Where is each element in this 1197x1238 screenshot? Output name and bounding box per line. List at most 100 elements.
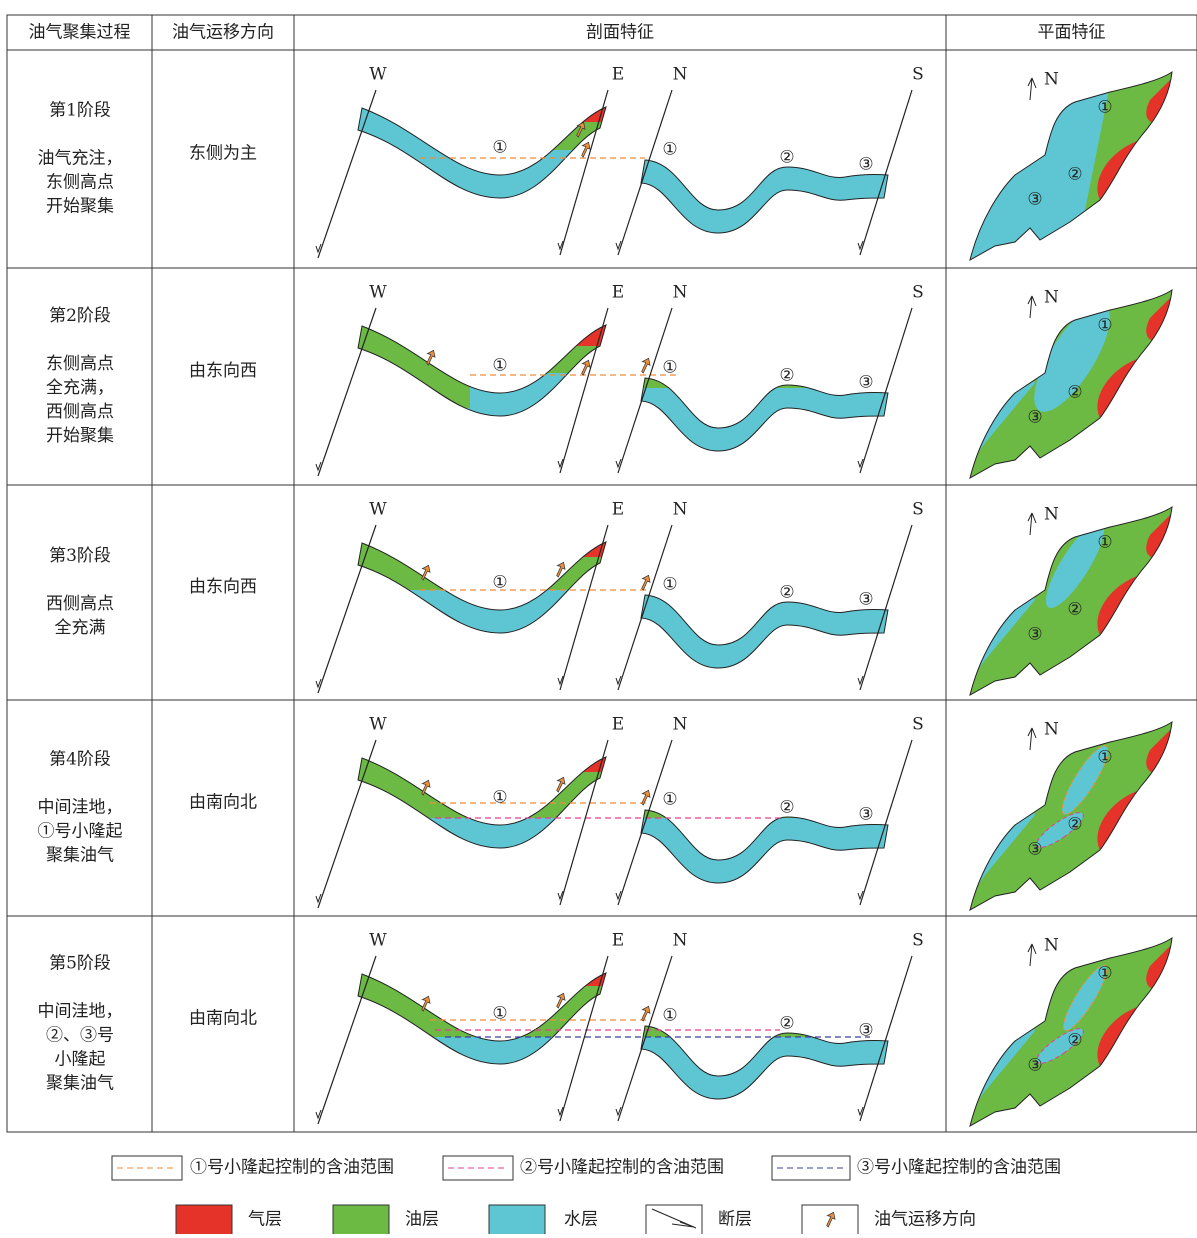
direction-label: W xyxy=(369,715,387,735)
direction-label: W xyxy=(369,283,387,303)
fault xyxy=(318,956,376,1124)
plan-marker: ② xyxy=(1067,383,1082,403)
marker: ② xyxy=(779,366,794,386)
gas-layer xyxy=(560,700,640,772)
direction-label: S xyxy=(912,500,924,520)
stage-desc: 开始聚集 xyxy=(46,197,114,217)
fault xyxy=(318,525,376,693)
gas-layer xyxy=(560,485,640,557)
direction-label: S xyxy=(912,931,924,951)
marker: ③ xyxy=(858,373,873,393)
marker: ③ xyxy=(858,805,873,825)
legend-swatch xyxy=(333,1205,389,1234)
stage-title: 第3阶段 xyxy=(49,546,111,566)
stage-title: 第4阶段 xyxy=(49,750,111,770)
marker: ② xyxy=(779,148,794,168)
water-layer xyxy=(641,595,888,668)
water-layer xyxy=(641,810,888,883)
plan-marker: ① xyxy=(1097,964,1112,984)
plan-base xyxy=(960,495,1190,695)
marker: ① xyxy=(662,140,677,160)
direction: 由东向西 xyxy=(189,577,257,597)
plan-marker: ② xyxy=(1067,165,1082,185)
legend-label: ③号小隆起控制的含油范围 xyxy=(857,1158,1061,1178)
marker: ① xyxy=(492,138,507,158)
direction-label: W xyxy=(369,65,387,85)
stage-desc: ①号小隆起 xyxy=(38,822,123,842)
plan-fill xyxy=(960,926,1190,1126)
direction-label: N xyxy=(673,65,688,85)
water-layer xyxy=(641,378,888,451)
plan-marker: ① xyxy=(1097,533,1112,553)
stage-desc: 东侧高点 xyxy=(46,354,114,374)
legend-swatch xyxy=(646,1205,702,1234)
migration-arrow xyxy=(638,575,652,590)
direction: 东侧为主 xyxy=(189,144,257,164)
fault xyxy=(560,740,608,905)
page: 油气聚集过程油气运移方向剖面特征平面特征第1阶段油气充注，东侧高点开始聚集东侧为… xyxy=(0,0,1197,1234)
stage-desc: 开始聚集 xyxy=(46,426,114,446)
stage-desc: 中间洼地， xyxy=(38,1002,123,1022)
direction-label: E xyxy=(612,931,624,951)
plan-marker: ③ xyxy=(1027,1056,1042,1076)
header-cell: 剖面特征 xyxy=(586,23,654,43)
plan-marker: ① xyxy=(1097,748,1112,768)
stage-title: 第1阶段 xyxy=(49,101,111,121)
stage-title: 第2阶段 xyxy=(49,306,111,326)
we-fill xyxy=(530,50,642,150)
plan-marker: ① xyxy=(1097,98,1112,118)
direction-label: S xyxy=(912,715,924,735)
water-layer xyxy=(641,160,888,233)
direction-label: N xyxy=(673,283,688,303)
north-label: N xyxy=(1044,720,1059,740)
direction-label: N xyxy=(673,500,688,520)
north-arrow xyxy=(1028,944,1036,966)
direction-label: E xyxy=(612,65,624,85)
marker: ① xyxy=(492,788,507,808)
stage-title: 第5阶段 xyxy=(49,954,111,974)
marker: ① xyxy=(492,573,507,593)
marker: ③ xyxy=(858,155,873,175)
legend-item: 油层 xyxy=(405,1210,439,1230)
migration-arrow xyxy=(638,358,652,373)
legend-item: 水层 xyxy=(564,1210,598,1230)
legend-item: 气层 xyxy=(248,1210,282,1230)
marker: ① xyxy=(662,1006,677,1026)
fault xyxy=(560,956,608,1121)
fault xyxy=(560,525,608,690)
direction: 由南向北 xyxy=(189,793,257,813)
marker: ② xyxy=(779,798,794,818)
legend-swatch xyxy=(489,1205,545,1234)
north-label: N xyxy=(1044,505,1059,525)
direction-label: N xyxy=(673,715,688,735)
marker: ② xyxy=(779,1014,794,1034)
migration-arrow xyxy=(638,1006,652,1021)
stage-desc: 西侧高点 xyxy=(46,402,114,422)
legend-swatch xyxy=(176,1205,232,1234)
fault xyxy=(560,90,608,255)
plan-fill xyxy=(960,495,1190,695)
marker: ① xyxy=(662,790,677,810)
stage-desc: 聚集油气 xyxy=(46,846,114,866)
plan-marker: ③ xyxy=(1027,625,1042,645)
section-1: WENS①①②③N①②③ xyxy=(316,50,1190,260)
stage-desc: 全充满 xyxy=(55,618,106,638)
plan-marker: ③ xyxy=(1027,840,1042,860)
direction-label: E xyxy=(612,283,624,303)
plan-marker: ① xyxy=(1097,316,1112,336)
plan-base xyxy=(960,926,1190,1126)
fault xyxy=(318,90,376,258)
plan-marker: ③ xyxy=(1027,408,1042,428)
header-cell: 油气聚集过程 xyxy=(29,23,131,43)
north-arrow xyxy=(1028,728,1036,750)
plan-marker: ② xyxy=(1067,600,1082,620)
north-label: N xyxy=(1044,936,1059,956)
direction: 由东向西 xyxy=(189,361,257,381)
direction-label: S xyxy=(912,283,924,303)
marker: ② xyxy=(779,583,794,603)
stage-desc: 西侧高点 xyxy=(46,594,114,614)
legend-item: 断层 xyxy=(718,1210,752,1230)
stage-desc: 中间洼地， xyxy=(38,798,123,818)
stage-desc: 聚集油气 xyxy=(46,1074,114,1094)
north-label: N xyxy=(1044,288,1059,308)
